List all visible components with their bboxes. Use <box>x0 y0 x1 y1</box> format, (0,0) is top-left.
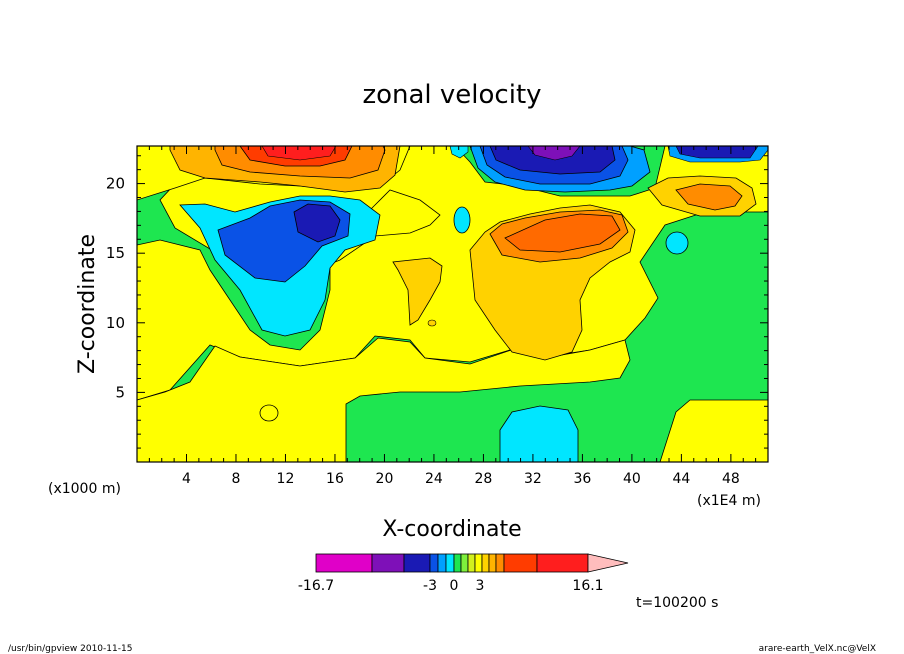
colorbar-segment <box>495 553 505 573</box>
colorbar-tick-label: 0 <box>450 578 459 594</box>
time-label: t=100200 s <box>636 595 718 611</box>
colorbar-segment <box>481 553 490 573</box>
footer-left: /usr/bin/gpview 2010-11-15 <box>8 644 132 654</box>
region-cyan-bottom <box>499 405 579 462</box>
x-tick-label: 4 <box>182 471 191 487</box>
x-axis: 4 8 12 16 20 24 28 32 36 40 44 48 <box>148 146 757 487</box>
y-tick-label: 10 <box>106 314 125 332</box>
colorbar-tick-label: -16.7 <box>298 578 334 594</box>
colorbar-segment <box>371 553 405 573</box>
colorbar-segment <box>467 553 476 573</box>
x-tick-label: 36 <box>573 471 591 487</box>
colorbar-segment <box>474 553 483 573</box>
region-cyan-blob-mid <box>453 206 471 234</box>
footer-right: arare-earth_VelX.nc@VelX <box>759 644 876 654</box>
x-tick-label: 24 <box>425 471 443 487</box>
y-tick-label: 5 <box>115 383 125 401</box>
region-yellow-bottom-left <box>137 337 631 462</box>
y-axis-label: Z-coordinate <box>75 234 100 374</box>
colorbar-segment <box>315 553 373 573</box>
colorbar-segment <box>536 553 589 573</box>
region-yellow-blob <box>259 404 279 422</box>
colorbar-tick-label: -3 <box>423 578 437 594</box>
colorbar-tick-label: 3 <box>476 578 485 594</box>
region-red2-top-left <box>261 146 337 161</box>
colorbar-segment <box>503 553 538 573</box>
region-darkorange-center <box>504 213 621 253</box>
region-cyan-blip-top <box>449 146 469 159</box>
region-navy-top-right <box>675 146 759 159</box>
y-tick-label: 20 <box>106 175 125 193</box>
region-navy-left <box>293 203 341 243</box>
x-tick-label: 40 <box>623 471 641 487</box>
region-cyan-blob-right <box>665 231 689 255</box>
region-gold-dot <box>427 319 437 327</box>
contour-field <box>137 146 768 462</box>
region-orange-right <box>675 183 743 211</box>
region-gold-small <box>392 257 443 326</box>
x-tick-label: 12 <box>277 471 295 487</box>
y-tick-label: 15 <box>106 244 125 262</box>
x-axis-label: X-coordinate <box>382 517 521 542</box>
colorbar: -16.7 -3 0 3 16.1 <box>298 553 629 594</box>
colorbar-segment <box>429 553 439 573</box>
x-tick-label: 44 <box>672 471 690 487</box>
x-scale-note: (x1E4 m) <box>697 493 761 509</box>
x-tick-label: 32 <box>524 471 542 487</box>
colorbar-segment <box>453 553 462 573</box>
colorbar-segment <box>403 553 431 573</box>
colorbar-tick-label: 16.1 <box>572 578 603 594</box>
region-yellow-bottom-right <box>659 399 768 462</box>
plot-frame <box>136 145 769 463</box>
colorbar-segment <box>445 553 455 573</box>
colorbar-segment <box>488 553 497 573</box>
x-unit-note: (x1000 m) <box>48 481 121 497</box>
region-navy-top-mid <box>489 146 616 175</box>
x-tick-label: 16 <box>326 471 344 487</box>
x-tick-label: 8 <box>232 471 241 487</box>
chart-title: zonal velocity <box>362 80 541 110</box>
x-tick-label: 48 <box>722 471 740 487</box>
region-purple-top-mid <box>527 146 581 161</box>
colorbar-segment <box>460 553 469 573</box>
x-tick-label: 20 <box>376 471 394 487</box>
y-axis: 5 10 15 20 <box>106 155 768 449</box>
colorbar-segment <box>437 553 447 573</box>
x-tick-label: 28 <box>475 471 493 487</box>
colorbar-arrow <box>587 553 629 573</box>
